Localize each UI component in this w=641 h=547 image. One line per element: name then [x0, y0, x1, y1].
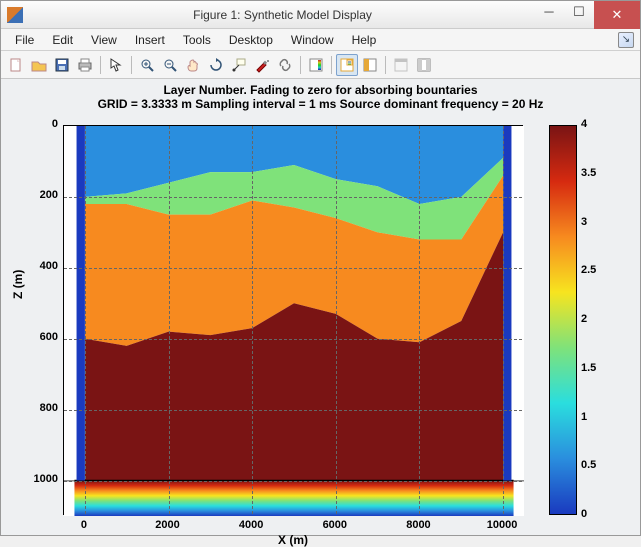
menu-desktop[interactable]: Desktop [221, 31, 281, 49]
toolbar-dock-button [390, 54, 412, 76]
window-title: Figure 1: Synthetic Model Display [31, 8, 534, 22]
menu-edit[interactable]: Edit [44, 31, 81, 49]
menu-window[interactable]: Window [283, 31, 342, 49]
colorbar-tick-label: 2.5 [581, 264, 596, 276]
toolbar-new-figure-button[interactable] [5, 54, 27, 76]
x-tick-label: 8000 [398, 519, 438, 531]
y-tick-label: 600 [18, 331, 58, 343]
plot-title-line2: GRID = 3.3333 m Sampling interval = 1 ms… [1, 97, 640, 111]
menu-file[interactable]: File [7, 31, 42, 49]
colorbar-tick-label: 0.5 [581, 459, 596, 471]
y-tick-label: 200 [18, 189, 58, 201]
colorbar-tick-label: 3 [581, 216, 587, 228]
figure-window: Figure 1: Synthetic Model Display ─ ☐ ✕ … [0, 0, 641, 536]
toolbar-open-button[interactable] [28, 54, 50, 76]
toolbar-zoom-in-button[interactable] [136, 54, 158, 76]
menu-tools[interactable]: Tools [175, 31, 219, 49]
toolbar-zoom-out-button[interactable] [159, 54, 181, 76]
axes[interactable] [63, 125, 523, 515]
toolbar-print-button[interactable] [74, 54, 96, 76]
toolbar-insert-colorbar-button[interactable] [305, 54, 327, 76]
x-tick-label: 0 [64, 519, 104, 531]
y-tick-label: 1000 [18, 473, 58, 485]
toolbar [1, 51, 640, 79]
maximize-button[interactable]: ☐ [564, 1, 594, 23]
toolbar-brush-button[interactable] [251, 54, 273, 76]
toolbar-link-button[interactable] [274, 54, 296, 76]
toolbar-show-plot-tools-button[interactable] [413, 54, 435, 76]
x-tick-label: 4000 [231, 519, 271, 531]
y-axis-label: Z (m) [11, 270, 25, 299]
colorbar-tick-label: 2 [581, 313, 587, 325]
figure-area: Layer Number. Fading to zero for absorbi… [1, 79, 640, 535]
titlebar: Figure 1: Synthetic Model Display ─ ☐ ✕ [1, 1, 640, 29]
toolbar-insert-legend-button[interactable] [336, 54, 358, 76]
app-icon [7, 7, 23, 23]
menubar: File Edit View Insert Tools Desktop Wind… [1, 29, 640, 51]
menu-view[interactable]: View [83, 31, 125, 49]
colorbar-tick-label: 3.5 [581, 167, 596, 179]
colorbar[interactable] [549, 125, 577, 515]
toolbar-hide-plot-tools-button[interactable] [359, 54, 381, 76]
toolbar-edit-plot-button[interactable] [105, 54, 127, 76]
menu-help[interactable]: Help [344, 31, 385, 49]
colorbar-tick-label: 0 [581, 508, 587, 520]
y-tick-label: 400 [18, 260, 58, 272]
x-tick-label: 2000 [148, 519, 188, 531]
toolbar-save-button[interactable] [51, 54, 73, 76]
colorbar-tick-label: 1 [581, 411, 587, 423]
y-tick-label: 800 [18, 402, 58, 414]
colorbar-tick-label: 4 [581, 118, 587, 130]
toolbar-rotate-button[interactable] [205, 54, 227, 76]
close-button[interactable]: ✕ [594, 1, 640, 29]
toolbar-data-cursor-button[interactable] [228, 54, 250, 76]
menu-insert[interactable]: Insert [127, 31, 173, 49]
minimize-button[interactable]: ─ [534, 1, 564, 23]
x-tick-label: 6000 [315, 519, 355, 531]
colorbar-tick-label: 1.5 [581, 362, 596, 374]
plot-title-block: Layer Number. Fading to zero for absorbi… [1, 79, 640, 111]
plot-canvas [64, 126, 524, 516]
context-help-icon[interactable]: ↘ [618, 32, 634, 48]
x-tick-label: 10000 [482, 519, 522, 531]
y-tick-label: 0 [18, 118, 58, 130]
plot-title-line1: Layer Number. Fading to zero for absorbi… [1, 83, 640, 97]
x-axis-label: X (m) [63, 533, 523, 547]
toolbar-pan-button[interactable] [182, 54, 204, 76]
